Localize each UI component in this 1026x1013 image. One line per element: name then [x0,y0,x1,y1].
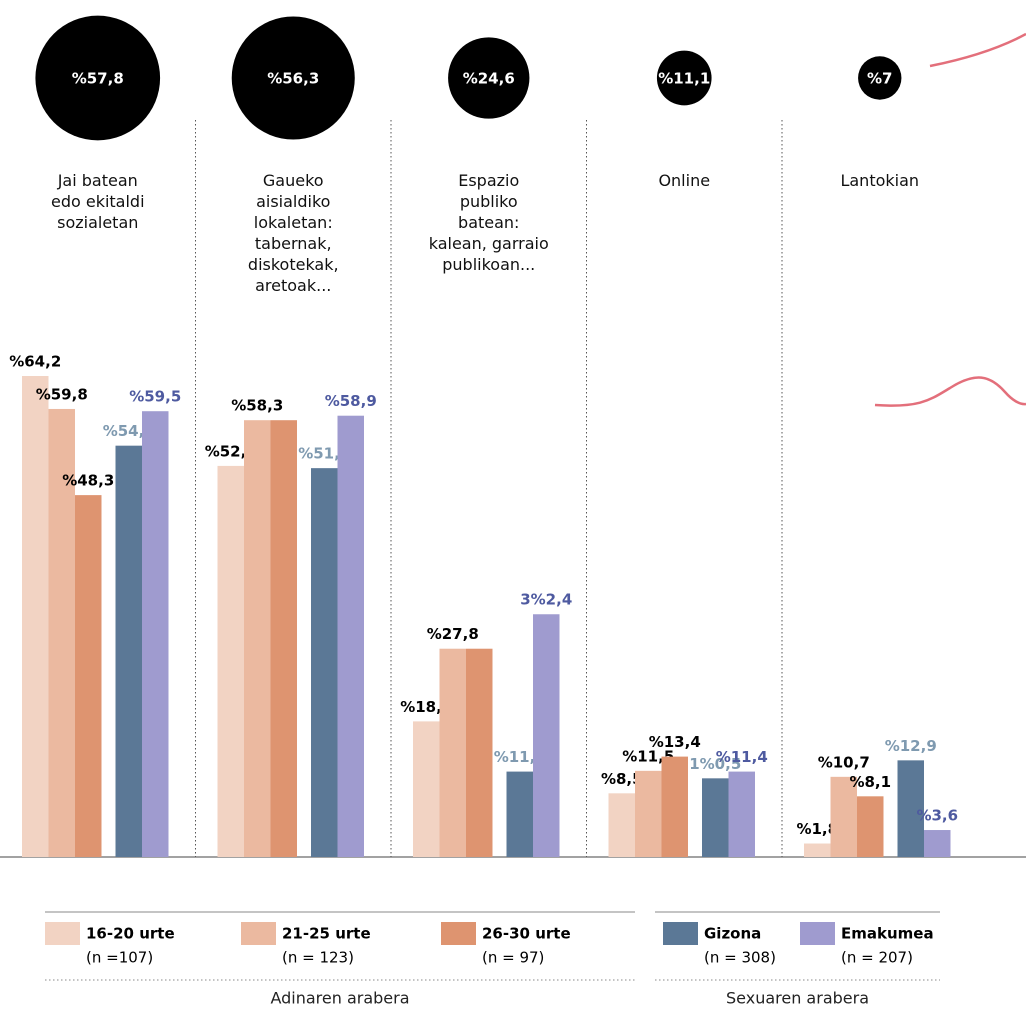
value-label: %18,1 [400,698,452,716]
bar [75,495,102,857]
bar [830,776,857,857]
legend-swatch [800,922,835,945]
value-label: %64,2 [9,352,61,370]
category-label: Online [658,171,711,190]
bar [413,721,440,857]
legend-swatch [45,922,80,945]
bar [702,778,729,857]
value-label: %10,7 [818,753,870,771]
bar [728,771,755,857]
category-label: Jai batean edo ekitaldi sozialetan [50,171,145,232]
legend-sample: (n =107) [86,949,153,967]
value-label: %11,4 [716,748,768,766]
value-label: %3,6 [916,807,958,825]
bubble-label: %56,3 [267,70,319,88]
legend-group-label: Sexuaren arabera [726,989,869,1008]
bubble-label: %57,8 [72,70,124,88]
value-label: %1,8 [796,820,838,838]
bubble [448,37,530,119]
bar [897,760,924,857]
value-label: %54,9 [103,422,155,440]
bar [115,445,142,857]
bar [857,796,884,857]
value-label: %59,5 [129,388,181,406]
bubble-label: %11,1 [658,70,710,88]
bar [270,420,297,857]
bar [608,793,635,857]
legend-label: Gizona [704,925,761,943]
bubble [858,56,902,100]
bar [439,648,466,857]
category-label: Espazio publiko batean: kalean, garraio … [428,171,549,274]
legend-swatch [241,922,276,945]
bar [142,411,169,857]
legend-label: 21-25 urte [282,925,371,943]
bar [466,648,493,857]
bar [22,375,49,857]
category-label: Lantokian [840,171,920,190]
bar [661,756,688,857]
legend-label: 26-30 urte [482,925,571,943]
bar [635,770,662,857]
value-label: %11,4 [494,748,546,766]
value-label: 1%0,5 [689,755,741,773]
value-label: %58,9 [325,392,377,410]
value-label: %51,9 [298,445,350,463]
bubble [35,15,161,141]
bubble-label: %7 [867,70,892,88]
legend-sample: (n = 207) [841,949,913,967]
legend-label: 16-20 urte [86,925,175,943]
legend-group-label: Adinaren arabera [270,989,409,1008]
value-label: %12,9 [885,737,937,755]
legend-swatch [663,922,698,945]
legend-swatch [441,922,476,945]
decoration [929,32,1026,68]
value-label: %52,2 [205,442,257,460]
value-label: 3%2,4 [520,591,572,609]
value-label: %13,4 [649,733,701,751]
legend-sample: (n = 97) [482,949,544,967]
bar [48,408,75,857]
bubble [231,16,355,140]
bubble [656,50,712,106]
legend-sample: (n = 308) [704,949,776,967]
bar [311,468,338,857]
bar [804,843,831,857]
value-label: %48,3 [62,472,114,490]
value-label: %58,3 [231,397,283,415]
value-label: %8,1 [849,773,891,791]
category-label: Gaueko aisialdiko lokaletan: tabernak, d… [247,171,339,295]
bar [924,830,951,857]
decoration [874,376,1026,407]
bar [217,465,244,857]
value-label: %27,8 [427,625,479,643]
legend-label: Emakumea [841,925,934,943]
value-label: %59,8 [36,385,88,403]
bar [533,614,560,857]
bar [337,415,364,857]
value-label: %8,5 [601,770,643,788]
value-label: %11,5 [622,747,674,765]
bubble-label: %24,6 [463,70,515,88]
bar [244,420,271,857]
legend-sample: (n = 123) [282,949,354,967]
bar [506,771,533,857]
